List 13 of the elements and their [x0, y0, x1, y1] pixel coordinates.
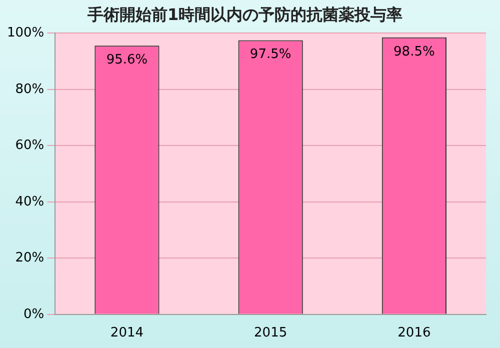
y-tick-label: 20% [15, 250, 44, 266]
y-tick-label: 0% [24, 306, 44, 322]
y-tick-label: 80% [15, 82, 44, 97]
x-tick-label: 2014 [110, 326, 144, 341]
y-tick-label: 60% [15, 138, 44, 154]
y-tick-label: 100% [6, 26, 44, 41]
data-label: 98.5% [394, 44, 435, 60]
chart-title: 手術開始前1時間以内の予防的抗菌薬投与率 [86, 4, 403, 24]
x-tick-label: 2016 [398, 326, 431, 341]
x-tick-label: 2015 [254, 326, 288, 341]
data-label: 95.6% [106, 52, 148, 68]
data-label: 97.5% [250, 47, 292, 62]
y-tick-label: 40% [15, 194, 44, 210]
